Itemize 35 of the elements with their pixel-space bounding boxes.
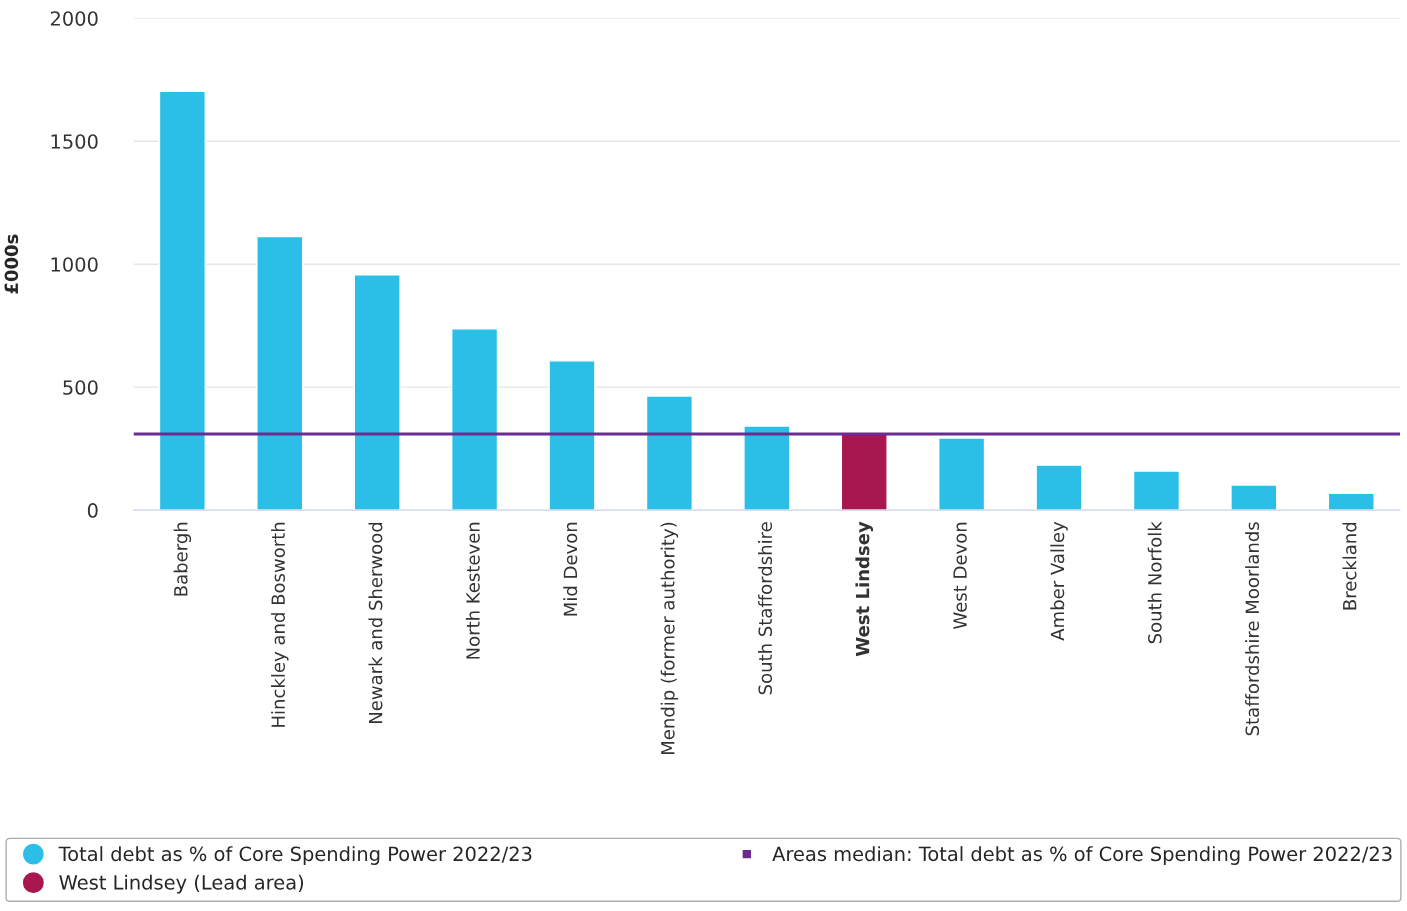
- bar: [548, 360, 596, 511]
- bar: [645, 395, 693, 511]
- bar: [451, 328, 499, 511]
- y-axis-title: £000s: [4, 234, 19, 294]
- x-tick-label: Amber Valley: [1050, 521, 1068, 641]
- legend-label: West Lindsey (Lead area): [59, 874, 304, 894]
- bar: [256, 235, 304, 511]
- y-tick-label: 500: [63, 380, 98, 395]
- y-tick-label: 2000: [50, 11, 98, 26]
- legend-label: Areas median: Total debt as % of Core Spending Power 2022/23: [772, 846, 1392, 865]
- x-tick-label: Hinckley and Bosworth: [271, 522, 289, 727]
- bar: [158, 90, 206, 511]
- x-tick-label: Breckland: [1342, 522, 1357, 610]
- x-tick-label: West Lindsey: [855, 521, 874, 657]
- x-tick-label: North Kesteven: [465, 522, 480, 659]
- x-tick-label: Babergh: [173, 522, 192, 596]
- bar: [840, 433, 888, 511]
- x-tick-label: South Staffordshire: [758, 522, 773, 695]
- legend-label: Total debt as % of Core Spending Power 2022/23: [58, 846, 532, 865]
- bar: [1327, 492, 1375, 511]
- x-tick-label: Staffordshire Moorlands: [1245, 522, 1260, 736]
- bar: [938, 437, 986, 511]
- x-tick-label: South Norfolk: [1147, 521, 1162, 644]
- y-tick-label: 1500: [51, 134, 98, 149]
- bar: [743, 425, 791, 511]
- bar: [1132, 470, 1181, 511]
- x-tick-label: Newark and Sherwood: [368, 522, 383, 724]
- bar: [1035, 464, 1083, 511]
- x-tick-label: West Devon: [953, 522, 967, 629]
- y-tick-label: 1000: [51, 257, 98, 272]
- y-tick-label: 0: [87, 503, 98, 518]
- bar: [353, 274, 401, 511]
- x-tick-label: Mendip (former authority): [660, 522, 679, 755]
- bar: [1230, 484, 1278, 511]
- x-tick-label: Mid Devon: [563, 522, 578, 616]
